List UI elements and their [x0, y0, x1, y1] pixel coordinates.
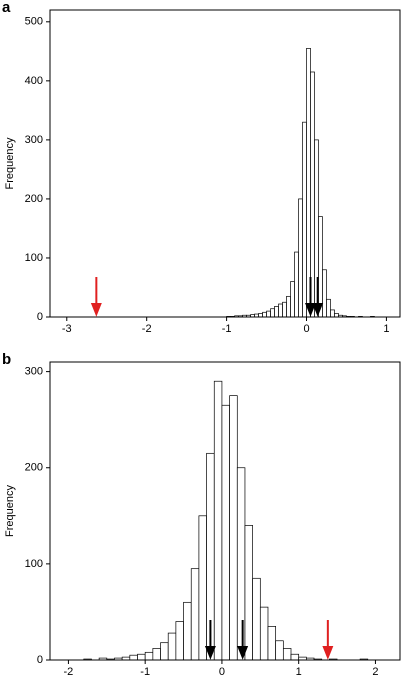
- bar: [259, 606, 269, 661]
- bar: [244, 525, 253, 661]
- arrow: [237, 620, 249, 660]
- plot-frame: [49, 361, 401, 661]
- y-tick-label: 300: [25, 134, 43, 146]
- x-tick-label: -1: [140, 666, 150, 678]
- arrow: [312, 277, 324, 317]
- bar: [302, 121, 307, 318]
- bar: [190, 568, 200, 661]
- bar: [129, 654, 138, 661]
- arrow: [90, 277, 102, 317]
- bar: [267, 626, 277, 661]
- arrow: [305, 277, 316, 317]
- bar: [322, 269, 327, 318]
- bar: [298, 198, 303, 318]
- y-tick-label: 400: [25, 75, 43, 87]
- bar: [183, 601, 192, 661]
- bar: [252, 577, 261, 661]
- y-axis-label: Frequency: [4, 485, 16, 537]
- bar: [262, 311, 267, 318]
- x-tick-label: -2: [64, 666, 74, 678]
- bar: [221, 404, 230, 661]
- bar: [198, 515, 207, 661]
- panel-label: a: [2, 0, 11, 16]
- arrow: [322, 620, 334, 660]
- bar: [290, 281, 295, 318]
- bar: [213, 380, 223, 661]
- bar: [330, 309, 335, 318]
- bar: [175, 621, 184, 661]
- bar: [236, 467, 246, 661]
- y-axis-label: Frequency: [4, 137, 16, 189]
- y-tick-label: 0: [37, 654, 43, 666]
- bar: [282, 301, 287, 318]
- bar: [144, 651, 154, 661]
- y-tick-label: 200: [25, 193, 43, 205]
- x-tick-label: 1: [296, 666, 302, 678]
- y-tick-label: 0: [37, 311, 43, 323]
- bar: [278, 303, 283, 318]
- bar: [152, 648, 161, 661]
- y-tick-label: 500: [25, 16, 43, 28]
- bar: [275, 640, 284, 661]
- y-tick-label: 100: [25, 558, 43, 570]
- y-tick-label: 300: [25, 366, 43, 378]
- panel-label: b: [2, 351, 11, 368]
- bar: [137, 653, 146, 661]
- x-tick-label: 0: [219, 666, 225, 678]
- bar: [229, 395, 238, 661]
- plot-frame: [49, 9, 401, 318]
- bar: [266, 310, 271, 318]
- x-tick-label: 2: [372, 666, 378, 678]
- y-tick-label: 100: [25, 252, 43, 264]
- bar: [326, 298, 331, 318]
- bar: [258, 313, 263, 318]
- bar: [167, 632, 177, 661]
- bar: [274, 306, 279, 318]
- bar: [318, 216, 323, 318]
- x-tick-label: -3: [62, 323, 72, 335]
- bar: [294, 251, 299, 318]
- arrow: [204, 620, 216, 660]
- bar: [306, 48, 311, 318]
- x-tick-label: -2: [142, 323, 152, 335]
- bar: [286, 295, 291, 318]
- x-tick-label: 0: [303, 323, 309, 335]
- x-tick-label: -1: [222, 323, 232, 335]
- bar: [270, 308, 275, 318]
- bar: [290, 653, 300, 661]
- x-tick-label: 1: [383, 323, 389, 335]
- bar: [160, 642, 169, 661]
- bar: [282, 648, 292, 661]
- y-tick-label: 200: [25, 462, 43, 474]
- bar: [334, 313, 339, 318]
